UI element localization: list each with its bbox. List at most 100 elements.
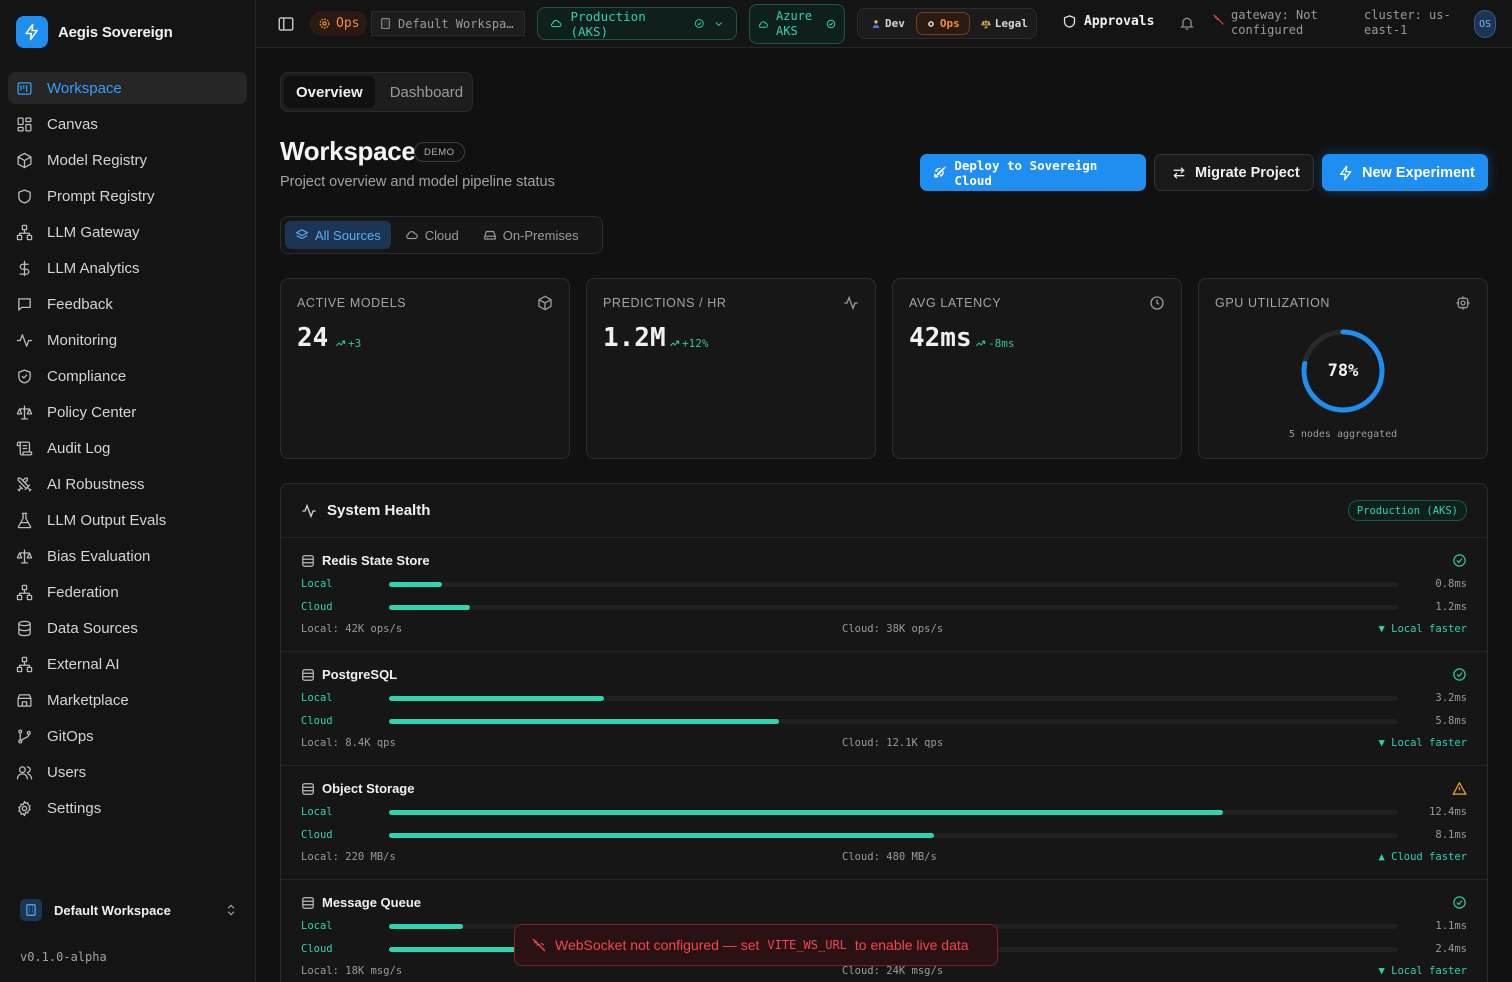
latency-bar-cloud: Cloud 1.2ms	[301, 600, 1467, 614]
filter-on-premises[interactable]: On-Premises	[473, 221, 589, 249]
persona-dev[interactable]: Dev	[862, 12, 914, 35]
canvas-icon	[17, 116, 32, 132]
sidebar-item-llm-analytics[interactable]: LLM Analytics	[8, 252, 247, 284]
cloud-throughput: Cloud: 38K ops/s	[842, 623, 944, 635]
bar-fill	[389, 718, 780, 724]
sidebar-item-ai-robustness[interactable]: AI Robustness	[8, 468, 247, 500]
persona-dev-label: Dev	[885, 17, 905, 30]
sidebar-item-label: Model Registry	[47, 151, 148, 169]
message-icon	[18, 297, 31, 311]
approvals-button[interactable]: Approvals	[1062, 14, 1154, 29]
tab-dashboard[interactable]: Dashboard	[389, 83, 464, 101]
approvals-label: Approvals	[1084, 14, 1155, 29]
latency-bar-local: Local 12.4ms	[301, 805, 1467, 819]
cloud-throughput: Cloud: 480 MB/s	[842, 851, 937, 863]
gear-icon	[18, 800, 31, 816]
metric-card-gpu-utilization: GPU UTILIZATION 78% 5 nodes aggregated	[1198, 278, 1488, 459]
trending-up-icon	[975, 340, 986, 347]
toast-message-suffix: to enable live data	[854, 937, 969, 953]
workspace-selector[interactable]: Default Workspa…	[371, 11, 525, 36]
local-throughput: Local: 8.4K qps	[301, 737, 396, 749]
sidebar-item-users[interactable]: Users	[8, 756, 247, 788]
arrows-swap-icon	[1173, 166, 1185, 179]
sidebar-item-federation[interactable]: Federation	[8, 576, 247, 608]
deploy-sovereign-cloud-button[interactable]: Deploy to Sovereign Cloud	[920, 154, 1146, 191]
sidebar-item-prompt-registry[interactable]: Prompt Registry	[8, 180, 247, 212]
gear-icon	[319, 18, 330, 29]
sidebar-item-label: Settings	[47, 799, 102, 817]
user-avatar[interactable]: OS	[1474, 10, 1496, 38]
sidebar-item-workspace[interactable]: Workspace	[8, 72, 247, 104]
filter-on-premises-label: On-Premises	[502, 227, 579, 243]
cloud-provider-service: AKS	[776, 24, 798, 38]
filter-cloud[interactable]: Cloud	[395, 221, 469, 249]
bar-label: Cloud	[301, 943, 333, 955]
service-throughput: Local: 42K ops/s Cloud: 38K ops/s ▼ Loca…	[301, 623, 1467, 637]
service-name-label: Message Queue	[322, 895, 421, 910]
check-circle-icon	[826, 19, 836, 29]
system-health-title: System Health	[327, 502, 431, 519]
environment-selector[interactable]: Production (AKS)	[537, 7, 737, 40]
sidebar-item-model-registry[interactable]: Model Registry	[8, 144, 247, 176]
cluster-status-line1: cluster: us-	[1364, 8, 1451, 22]
bar-label: Local	[301, 920, 333, 932]
ops-mode-badge[interactable]: Ops	[310, 11, 368, 36]
bell-icon[interactable]	[1179, 15, 1195, 31]
sidebar-item-external-ai[interactable]: External AI	[8, 648, 247, 680]
tab-overview[interactable]: Overview	[284, 76, 375, 108]
sidebar-item-audit-log[interactable]: Audit Log	[8, 432, 247, 464]
sidebar-item-gitops[interactable]: GitOps	[8, 720, 247, 752]
environment-badge: Production (AKS)	[1347, 500, 1467, 521]
sidebar-item-monitoring[interactable]: Monitoring	[8, 324, 247, 356]
cloud-provider-status[interactable]: Azure AKS	[749, 4, 845, 44]
sidebar-item-compliance[interactable]: Compliance	[8, 360, 247, 392]
workspace-selector-label: Default Workspa…	[398, 16, 514, 31]
sidebar-item-label: Workspace	[47, 79, 122, 97]
filter-all-sources[interactable]: All Sources	[285, 221, 391, 249]
bar-value: 8.1ms	[1435, 829, 1467, 841]
filter-cloud-label: Cloud	[424, 227, 459, 243]
websocket-warning-toast[interactable]: WebSocket not configured — set VITE_WS_U…	[514, 924, 998, 966]
sidebar-item-label: Marketplace	[47, 691, 129, 709]
sidebar-item-label: LLM Output Evals	[47, 511, 167, 529]
sidebar-item-data-sources[interactable]: Data Sources	[8, 612, 247, 644]
bar-fill	[389, 923, 463, 929]
persona-legal[interactable]: Legal	[972, 12, 1037, 35]
sidebar-item-canvas[interactable]: Canvas	[8, 108, 247, 140]
workspace-icon	[17, 81, 32, 95]
sidebar-item-label: Feedback	[47, 295, 113, 313]
sidebar-item-label: Data Sources	[47, 619, 138, 637]
gateway-status: gateway: Not configured	[1212, 8, 1340, 38]
persona-switcher: Dev Ops Legal	[857, 8, 1037, 39]
sidebar-item-settings[interactable]: Settings	[8, 792, 247, 824]
sidebar-item-llm-gateway[interactable]: LLM Gateway	[8, 216, 247, 248]
sidebar-item-feedback[interactable]: Feedback	[8, 288, 247, 320]
cluster-status-line2: east-1	[1364, 23, 1408, 37]
brand[interactable]: Aegis Sovereign	[16, 16, 173, 48]
sidebar-nav: Workspace Canvas Model Registry Prompt Regi…	[8, 72, 247, 828]
sidebar-item-policy-center[interactable]: Policy Center	[8, 396, 247, 428]
persona-ops[interactable]: Ops	[915, 12, 970, 35]
cloud-throughput: Cloud: 24K msg/s	[842, 965, 944, 977]
bar-fill	[389, 809, 1224, 815]
sidebar-toggle-icon[interactable]	[277, 15, 295, 33]
toast-message-prefix: WebSocket not configured — set	[555, 937, 760, 953]
sidebar-item-label: LLM Gateway	[47, 223, 140, 241]
bar-label: Cloud	[301, 715, 333, 727]
building-icon	[20, 899, 42, 921]
cube-icon	[537, 295, 553, 311]
layers-icon	[295, 229, 309, 240]
sidebar-item-bias-evaluation[interactable]: Bias Evaluation	[8, 540, 247, 572]
gauge-value: 78%	[1327, 361, 1359, 381]
metric-cards: ACTIVE MODELS 24 +3 PREDICTIONS / HR 1.2…	[280, 278, 1488, 459]
sidebar-item-llm-output-evals[interactable]: LLM Output Evals	[8, 504, 247, 536]
rocket-icon	[934, 166, 946, 178]
migrate-project-button[interactable]: Migrate Project	[1154, 154, 1314, 191]
gateway-status-line1: gateway: Not	[1231, 8, 1318, 22]
workspace-switcher[interactable]: Default Workspace	[20, 897, 238, 923]
trending-up-icon	[335, 340, 346, 347]
bar-fill	[389, 946, 551, 952]
new-experiment-button[interactable]: New Experiment	[1322, 154, 1488, 191]
sidebar-item-label: Bias Evaluation	[47, 547, 151, 565]
sidebar-item-marketplace[interactable]: Marketplace	[8, 684, 247, 716]
